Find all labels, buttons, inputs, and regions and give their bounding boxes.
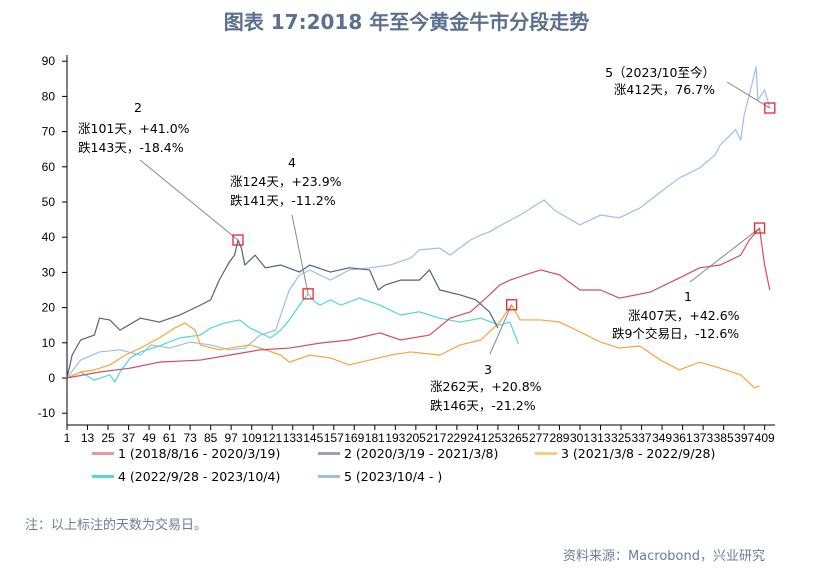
y-tick-label: 90 [42,54,56,68]
annotation-leader-line [726,81,771,109]
annotation-leader-line [291,214,309,294]
x-tick-label: 121 [262,431,282,445]
x-tick-label: 373 [693,431,713,445]
legend-label: 5 (2023/10/4 - ) [344,469,443,484]
annotation-label: 4 [288,155,296,170]
annotation-leader-line [139,159,239,241]
legend-item-3: 3 (2021/3/8 - 2022/9/28) [535,446,715,461]
annotation-text: 涨124天，+23.9% [230,174,342,189]
y-tick-label: 50 [42,195,56,209]
y-tick-label: 20 [42,301,56,315]
x-tick-label: 217 [426,431,446,445]
annotation-text: 跌143天，-18.4% [78,140,184,155]
x-tick-label: 169 [344,431,364,445]
peak-marker [505,299,518,311]
source-note: 资料来源：Macrobond，兴业研究 [562,549,765,564]
series-line-3 [66,304,760,389]
x-tick-label: 229 [447,431,467,445]
annotation-leader-line [689,227,760,283]
legend-item-5: 5 (2023/10/4 - ) [318,469,442,484]
annotation-label: 3 [484,362,492,377]
x-tick-label: 193 [385,431,405,445]
peak-markers [232,102,776,311]
y-tick-label: 30 [42,265,56,279]
annotation-text: 跌146天，-21.2% [430,398,536,413]
y-tick-label: 80 [42,89,56,103]
x-tick-label: 385 [714,431,734,445]
legend-swatch [318,475,340,478]
annotation-text: 涨101天，+41.0% [78,121,190,136]
legend-swatch [318,452,340,455]
x-tick-label: 133 [283,431,303,445]
x-tick-label: 1 [64,431,71,445]
legend-label: 4 (2022/9/28 - 2023/10/4) [118,469,281,484]
x-tick-label: 61 [163,431,177,445]
annotation-label: 1 [684,289,692,304]
x-tick-label: 181 [365,431,385,445]
peak-marker [753,222,766,234]
annotation-leaders [139,81,771,355]
x-tick-label: 349 [652,431,672,445]
y-tick-label: -10 [38,406,56,420]
legend-label: 3 (2021/3/8 - 2022/9/28) [561,446,716,461]
x-tick-label: 253 [488,431,508,445]
annotation-text: 涨412天，76.7% [614,82,715,97]
annotation-text: 跌141天，-11.2% [230,193,336,208]
x-tick-label: 325 [611,431,631,445]
footnote: 注：以上标注的天数为交易日。 [25,518,208,533]
x-tick-label: 25 [101,431,115,445]
x-tick-label: 85 [204,431,218,445]
x-tick-label: 205 [406,431,426,445]
y-tick-label: 0 [48,371,55,385]
x-tick-label: 49 [142,431,156,445]
annotation-label: 5（2023/10至今） [605,65,715,80]
x-tick-label: 361 [673,431,693,445]
legend-item-1: 1 (2018/8/16 - 2020/3/19) [92,446,280,461]
y-tick-label: 10 [42,336,56,350]
series-line-4 [66,293,519,383]
x-tick-label: 145 [303,431,323,445]
chart-title: 图表 17:2018 年至今黄金牛市分段走势 [223,10,590,34]
x-tick-label: 265 [508,431,528,445]
legend-swatch [92,452,114,455]
series-line-2 [66,239,499,379]
legend-item-2: 2 (2020/3/19 - 2021/3/8) [318,446,498,461]
y-tick-label: 60 [42,160,56,174]
annotation-text: 跌9个交易日，-12.6% [612,326,739,341]
peak-marker [764,102,776,114]
peak-marker [232,234,244,246]
legend-label: 1 (2018/8/16 - 2020/3/19) [118,446,281,461]
annotation-text: 涨262天，+20.8% [430,379,542,394]
annotations: 2 涨101天，+41.0% 跌143天，-18.4% 4 涨124天，+23.9% 跌1… [78,65,740,413]
series-lines [66,66,771,389]
legend-label: 2 (2020/3/19 - 2021/3/8) [344,446,499,461]
legend-swatch [92,475,114,478]
x-tick-label: 301 [570,431,590,445]
y-tick-label: 70 [42,125,56,139]
series-line-5 [66,66,771,379]
x-tick-label: 13 [81,431,95,445]
legend-swatch [535,452,557,455]
x-tick-label: 289 [549,431,569,445]
annotation-text: 涨407天，+42.6% [628,308,740,323]
legend-item-4: 4 (2022/9/28 - 2023/10/4) [92,469,280,484]
x-tick-label: 313 [591,431,611,445]
x-tick-label: 277 [529,431,549,445]
x-tick-label: 109 [242,431,262,445]
x-tick-label: 241 [467,431,487,445]
x-tick-label: 97 [224,431,238,445]
annotation-label: 2 [134,100,142,115]
y-tick-label: 40 [42,230,56,244]
series-line-1 [66,227,771,379]
annotation-leader-line [489,304,513,355]
peak-marker [302,288,314,300]
x-tick-label: 157 [324,431,344,445]
x-tick-label: 409 [755,431,775,445]
x-tick-label: 397 [734,431,754,445]
x-tick-label: 37 [122,431,136,445]
x-tick-label: 73 [183,431,197,445]
x-tick-label: 337 [632,431,652,445]
